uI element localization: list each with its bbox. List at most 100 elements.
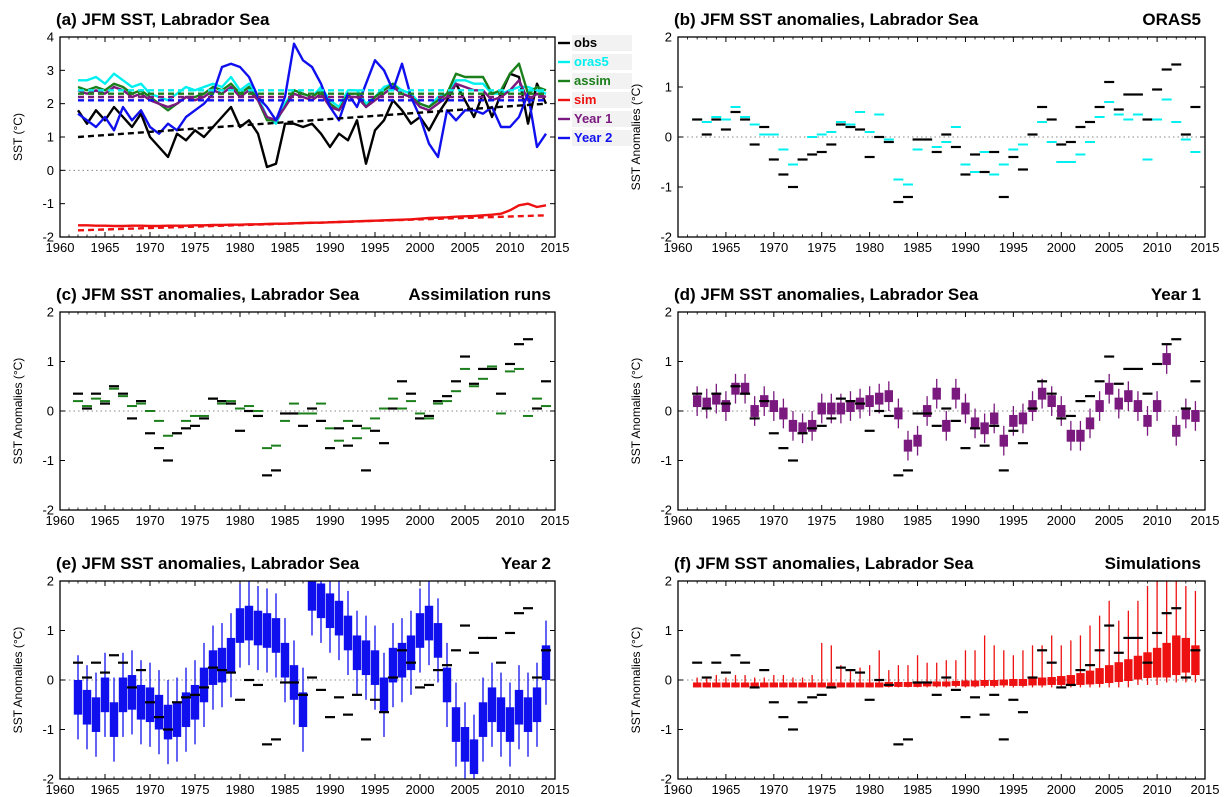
- box: [109, 702, 119, 737]
- legend-bg: [572, 54, 632, 70]
- box: [932, 681, 941, 687]
- y-tick-label: -2: [660, 772, 672, 787]
- box: [1009, 679, 1018, 686]
- y-tick-label: -2: [660, 503, 672, 518]
- panel-label: ORAS5: [1142, 10, 1201, 29]
- box: [1143, 414, 1152, 427]
- box: [1057, 405, 1066, 417]
- series-obs-line: [77, 72, 548, 169]
- box: [433, 623, 443, 658]
- box: [913, 681, 922, 687]
- box: [951, 680, 961, 686]
- x-tick-label: 1965: [91, 240, 120, 255]
- x-tick-label: 2005: [451, 240, 480, 255]
- panel-a: (a) JFM SST, Labrador Sea SST (°C) 1960 196…: [11, 10, 632, 255]
- x-tick-label: 1970: [136, 513, 165, 528]
- box: [91, 697, 101, 732]
- panel-title: (a) JFM SST, Labrador Sea: [56, 10, 270, 29]
- series-obs-dashed: [77, 102, 547, 139]
- box: [388, 647, 398, 683]
- box: [1143, 652, 1152, 679]
- y-tick-label: 2: [665, 305, 672, 320]
- legend-bg: [572, 73, 632, 89]
- box: [1076, 429, 1085, 442]
- box: [865, 395, 874, 408]
- box: [970, 680, 980, 687]
- box: [999, 434, 1008, 447]
- box: [253, 610, 263, 646]
- x-tick-label: 1965: [711, 513, 740, 528]
- box: [788, 419, 798, 432]
- panel-title: (d) JFM SST anomalies, Labrador Sea: [674, 285, 979, 304]
- y-tick-label: 1: [665, 623, 672, 638]
- box: [316, 583, 326, 619]
- box: [1104, 665, 1114, 683]
- y-tick-label: 3: [47, 63, 54, 78]
- x-tick-label: 2005: [1095, 513, 1124, 528]
- x-tick-label: 2015: [1191, 240, 1220, 255]
- box: [298, 692, 308, 728]
- plot-area: [73, 338, 551, 477]
- panel-title: (b) JFM SST anomalies, Labrador Sea: [674, 10, 979, 29]
- box: [1018, 679, 1028, 686]
- x-tick-label: 1995: [999, 240, 1028, 255]
- box: [884, 390, 893, 403]
- x-tick-label: 1965: [91, 513, 120, 528]
- x-tick-label: 1980: [226, 782, 255, 797]
- box: [702, 397, 711, 410]
- box: [190, 684, 200, 720]
- box: [1066, 429, 1076, 442]
- box: [352, 635, 362, 671]
- x-tick-label: 2005: [451, 782, 480, 797]
- panel-title: (e) JFM SST anomalies, Labrador Sea: [56, 554, 360, 573]
- box: [990, 680, 999, 686]
- x-tick-label: 1975: [181, 782, 210, 797]
- y-tick-label: -2: [660, 230, 672, 245]
- box: [692, 395, 702, 408]
- legend-label-obs: obs: [574, 35, 597, 50]
- x-tick-label: 1975: [181, 513, 210, 528]
- x-tick-label: 1985: [271, 240, 300, 255]
- box: [817, 402, 826, 415]
- box: [1181, 407, 1191, 420]
- box: [1028, 400, 1037, 412]
- x-tick-label: 1985: [903, 240, 932, 255]
- box: [154, 694, 164, 730]
- panel-label: Simulations: [1105, 554, 1201, 573]
- x-tick-label: 2005: [1095, 782, 1124, 797]
- y-tick-label: 0: [665, 404, 672, 419]
- x-tick-label: 2000: [1047, 240, 1076, 255]
- x-tick-label: 1965: [91, 782, 120, 797]
- box: [1076, 673, 1085, 685]
- legend-bg: [572, 35, 632, 51]
- y-axis-label: SST Anomalies (°C): [629, 358, 643, 465]
- plot-frame: [59, 311, 556, 511]
- legend-bg: [572, 111, 632, 127]
- box: [855, 682, 865, 688]
- box: [779, 682, 788, 688]
- x-tick-label: 1995: [999, 782, 1028, 797]
- box: [769, 682, 779, 688]
- box: [1191, 645, 1200, 676]
- box: [750, 405, 759, 417]
- plot-area: [73, 581, 551, 779]
- x-tick-label: 1975: [807, 240, 836, 255]
- x-tick-label: 1990: [316, 513, 345, 528]
- x-tick-label: 1985: [903, 782, 932, 797]
- x-tick-label: 1960: [664, 513, 693, 528]
- x-tick-label: 1985: [271, 782, 300, 797]
- plot-area: [692, 63, 1201, 204]
- x-tick-label: 1990: [951, 240, 980, 255]
- box: [451, 707, 461, 742]
- panel-label: Year 2: [501, 554, 551, 573]
- box: [779, 407, 788, 420]
- box: [760, 682, 769, 688]
- x-tick-label: 1990: [316, 782, 345, 797]
- y-axis-label: SST Anomalies (°C): [11, 358, 25, 465]
- x-tick-label: 2000: [406, 782, 435, 797]
- x-tick-label: 1960: [664, 782, 693, 797]
- y-tick-label: 0: [47, 673, 54, 688]
- box: [541, 645, 551, 680]
- plot-frame: [677, 311, 1206, 511]
- box: [865, 682, 874, 688]
